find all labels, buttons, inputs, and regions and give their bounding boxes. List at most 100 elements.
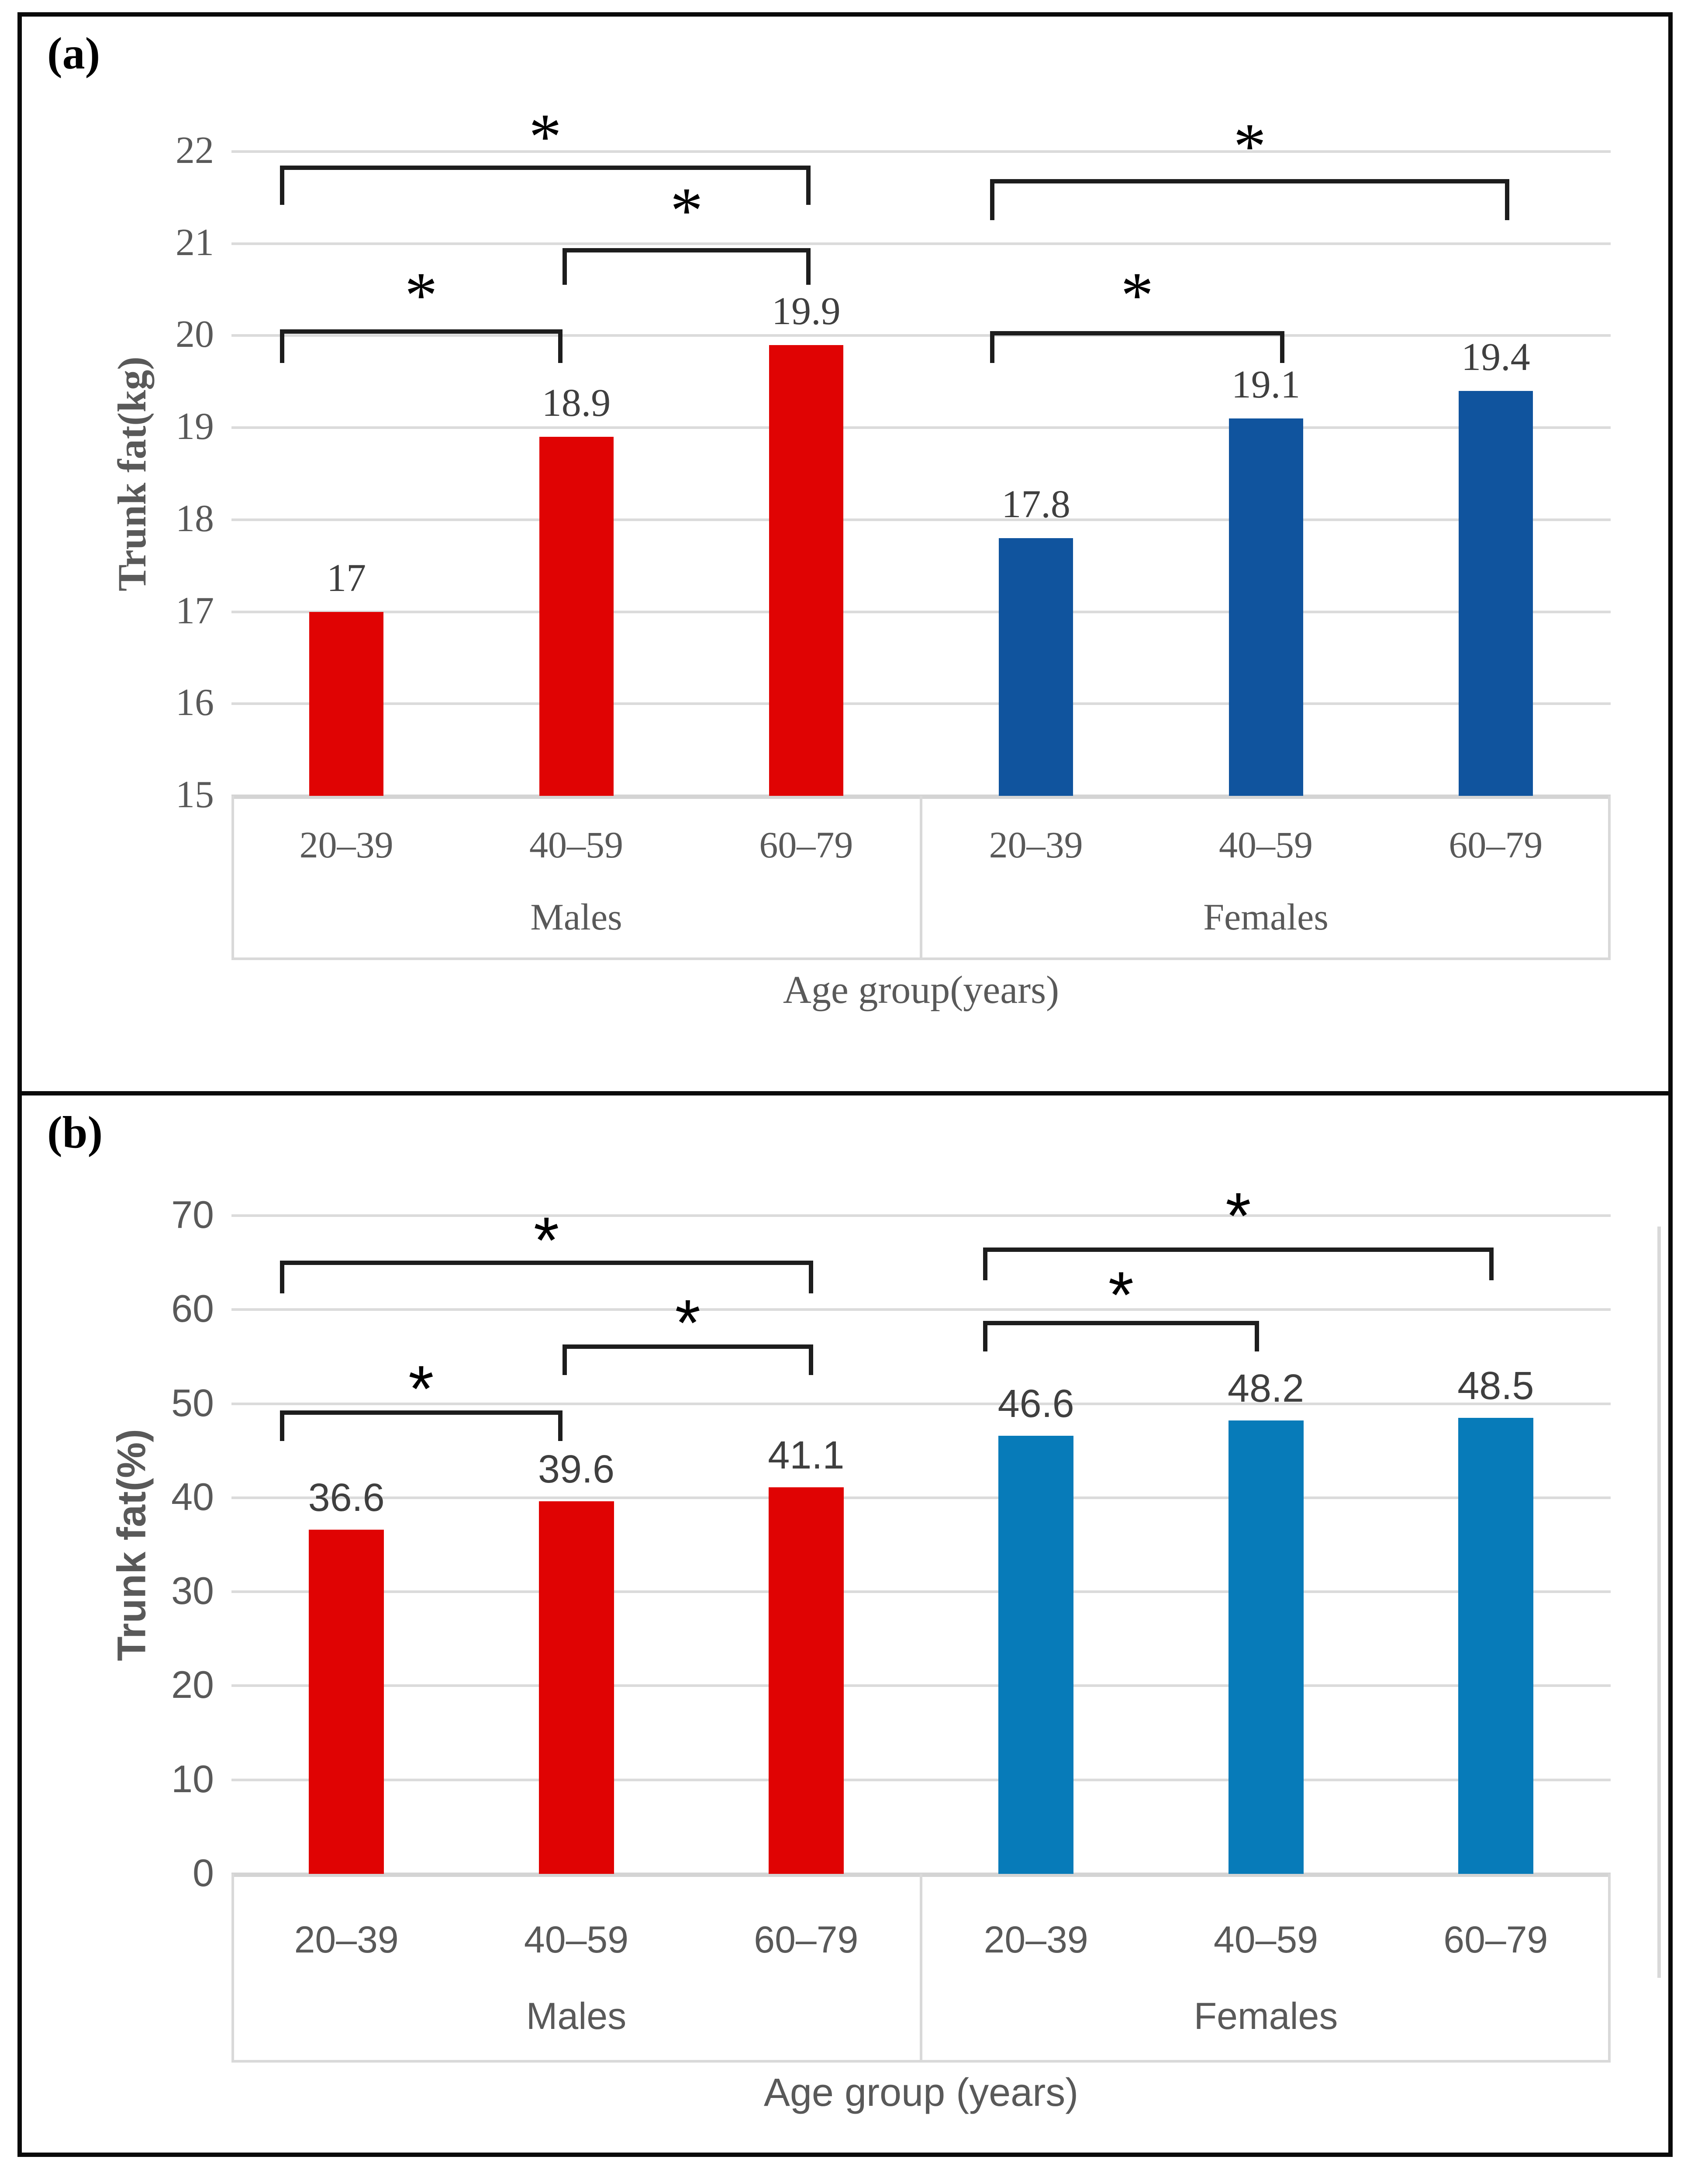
axis-box-left-edge: [231, 1874, 234, 2060]
significance-asterisk: *: [533, 1203, 559, 1277]
gridline: [231, 1214, 1611, 1217]
x-axis-category-label: 60–79: [759, 824, 853, 866]
y-tick-label: 20: [171, 1663, 214, 1707]
bar-males-60–79: [769, 345, 843, 796]
bar-value-label: 36.6: [308, 1476, 385, 1520]
significance-asterisk: *: [408, 1351, 434, 1425]
x-axis-category-label: 60–79: [754, 1919, 859, 1961]
bar-value-label: 18.9: [542, 381, 611, 425]
bar-value-label: 48.5: [1457, 1364, 1534, 1408]
x-axis-category-label: 20–39: [989, 824, 1083, 866]
bar-value-label: 46.6: [997, 1382, 1074, 1426]
axis-box-left-edge: [231, 796, 234, 957]
y-tick-label: 0: [193, 1851, 214, 1894]
y-tick-label: 40: [171, 1475, 214, 1518]
y-tick-label: 22: [176, 129, 214, 172]
panel-b: (b) 0 10 20 30 40 50 60 70 Trunk fat(%) 36.6 39.6 4…: [22, 1095, 1668, 2153]
significance-asterisk: *: [1108, 1258, 1134, 1331]
x-axis-category-label: 20–39: [984, 1919, 1088, 1961]
significance-bracket: [562, 248, 811, 285]
bar-value-label: 39.6: [538, 1448, 615, 1492]
gridline: [231, 518, 1611, 521]
panel-divider: [22, 1091, 1668, 1095]
bar-females-40–59: [1228, 1420, 1304, 1874]
x-axis-group-label: Females: [1194, 1995, 1338, 2037]
gridline: [231, 1684, 1611, 1687]
y-tick-label: 50: [171, 1381, 214, 1424]
x-axis-title: Age group(years): [783, 968, 1059, 1012]
x-axis-category-label: 60–79: [1443, 1919, 1548, 1961]
significance-asterisk: *: [404, 259, 438, 332]
bar-females-20–39: [999, 538, 1073, 796]
x-axis-group-label: Males: [526, 1995, 627, 2037]
axis-box-bottom-edge: [231, 957, 1611, 960]
x-axis-category-label: 40–59: [1213, 1919, 1318, 1961]
gridline: [231, 150, 1611, 153]
panel-b-label: (b): [47, 1107, 103, 1158]
y-tick-label: 60: [171, 1287, 214, 1330]
panel-a-label: (a): [47, 28, 100, 79]
bar-females-40–59: [1229, 418, 1303, 796]
gridline: [231, 702, 1611, 705]
x-axis-category-label: 40–59: [529, 824, 623, 866]
gridline: [231, 426, 1611, 429]
y-tick-label: 19: [176, 405, 214, 448]
bar-females-60–79: [1458, 1417, 1533, 1874]
gridline: [231, 1402, 1611, 1405]
significance-bracket: [280, 165, 811, 205]
y-tick-label: 30: [171, 1569, 214, 1613]
y-axis-title: Trunk fat(%): [109, 1428, 154, 1661]
significance-asterisk: *: [528, 100, 562, 173]
bar-value-label: 17: [327, 556, 366, 600]
y-tick-label: 15: [176, 774, 214, 816]
axis-box-group-divider: [920, 796, 922, 957]
x-axis-category-label: 40–59: [1218, 824, 1313, 866]
panel-a: (a) 15 16 17 18 19 20 21 22 Trunk fat(kg) 17 18.9 1…: [22, 17, 1668, 1091]
x-axis-group-label: Females: [1203, 896, 1329, 938]
bar-females-60–79: [1458, 390, 1533, 796]
bar-males-20–39: [309, 1530, 384, 1874]
significance-bracket: [990, 331, 1284, 363]
x-axis-category-label: 20–39: [299, 824, 393, 866]
gridline: [231, 1496, 1611, 1499]
gridline: [231, 610, 1611, 613]
bar-males-40–59: [538, 1501, 614, 1874]
gridline: [231, 334, 1611, 337]
bar-value-label: 19.9: [772, 289, 841, 333]
y-tick-label: 70: [171, 1193, 214, 1236]
significance-bracket: [983, 1321, 1259, 1352]
x-axis-category-label: 40–59: [524, 1919, 629, 1961]
bar-value-label: 48.2: [1227, 1367, 1304, 1411]
y-tick-label: 16: [176, 681, 214, 724]
bar-value-label: 17.8: [1001, 483, 1070, 526]
bar-females-20–39: [998, 1435, 1074, 1874]
significance-bracket: [280, 1410, 563, 1441]
significance-asterisk: *: [670, 174, 703, 247]
significance-bracket: [983, 1248, 1494, 1280]
y-tick-label: 10: [171, 1757, 214, 1800]
bar-males-40–59: [539, 437, 614, 796]
axis-box-right-edge: [1608, 796, 1611, 957]
y-tick-label: 21: [176, 221, 214, 264]
y-tick-label: 17: [176, 589, 214, 632]
plot-area-right-edge-line: [1657, 1227, 1661, 1978]
bar-males-20–39: [309, 612, 384, 796]
significance-bracket: [562, 1344, 813, 1375]
figure-border: (a) 15 16 17 18 19 20 21 22 Trunk fat(kg) 17 18.9 1…: [17, 12, 1673, 2157]
bar-value-label: 19.1: [1231, 363, 1301, 407]
significance-bracket: [280, 1261, 813, 1293]
bar-value-label: 41.1: [768, 1434, 845, 1478]
significance-asterisk: *: [1233, 110, 1267, 183]
axis-box-right-edge: [1608, 1874, 1611, 2060]
gridline: [231, 242, 1611, 245]
axis-box-group-divider: [920, 1874, 922, 2060]
x-axis-title: Age group (years): [763, 2071, 1079, 2115]
y-tick-label: 20: [176, 313, 214, 356]
bar-value-label: 19.4: [1461, 335, 1530, 379]
gridline: [231, 1590, 1611, 1593]
x-axis-group-label: Males: [530, 896, 622, 938]
significance-asterisk: *: [1225, 1178, 1251, 1252]
significance-asterisk: *: [1121, 259, 1154, 332]
x-axis-category-label: 20–39: [294, 1919, 399, 1961]
